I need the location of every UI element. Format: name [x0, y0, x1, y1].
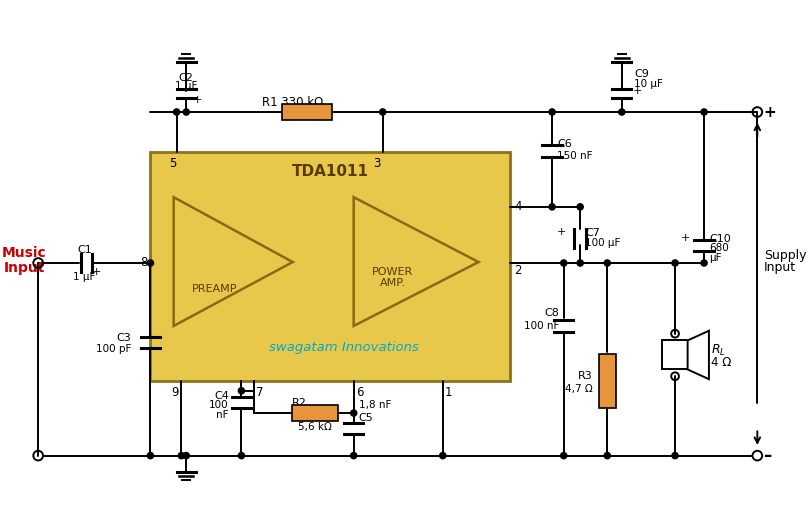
Circle shape — [549, 204, 556, 210]
Polygon shape — [688, 331, 709, 379]
Circle shape — [619, 109, 625, 115]
Text: 4,7 Ω: 4,7 Ω — [565, 384, 593, 394]
Circle shape — [174, 109, 180, 115]
Text: C2: C2 — [178, 73, 194, 83]
Circle shape — [380, 109, 386, 115]
Circle shape — [148, 260, 153, 266]
Bar — [599, 354, 616, 408]
Circle shape — [183, 452, 189, 459]
Text: 7: 7 — [256, 386, 264, 399]
Circle shape — [604, 260, 611, 266]
Text: 680: 680 — [709, 244, 728, 254]
Text: C6: C6 — [557, 139, 572, 149]
Text: 6: 6 — [356, 386, 363, 399]
Text: R2: R2 — [292, 398, 307, 408]
Text: Input: Input — [4, 261, 45, 275]
Text: C9: C9 — [634, 69, 650, 79]
Text: TDA1011: TDA1011 — [292, 164, 369, 178]
Text: 3: 3 — [373, 157, 381, 169]
Text: $R_L$: $R_L$ — [711, 342, 726, 358]
Text: 150 nF: 150 nF — [557, 150, 593, 160]
Circle shape — [350, 410, 357, 416]
Text: 100 pF: 100 pF — [96, 344, 131, 354]
Text: C1: C1 — [77, 246, 92, 256]
Text: 10 μF: 10 μF — [634, 79, 663, 89]
Circle shape — [701, 109, 707, 115]
Circle shape — [178, 452, 185, 459]
Circle shape — [238, 452, 244, 459]
Bar — [150, 151, 510, 381]
Text: 5: 5 — [169, 157, 177, 169]
Circle shape — [183, 109, 189, 115]
Text: C10: C10 — [709, 234, 731, 244]
Circle shape — [549, 109, 556, 115]
Text: R3: R3 — [578, 371, 593, 381]
Text: +: + — [681, 233, 690, 243]
Text: 100: 100 — [209, 400, 229, 410]
Circle shape — [701, 260, 707, 266]
Text: 1,8 nF: 1,8 nF — [358, 400, 391, 410]
Circle shape — [440, 452, 446, 459]
Text: –: – — [763, 447, 771, 464]
Text: R1 330 kΩ: R1 330 kΩ — [262, 96, 323, 109]
Text: C7: C7 — [585, 228, 600, 238]
Circle shape — [350, 452, 357, 459]
Text: nF: nF — [217, 410, 229, 420]
Bar — [282, 104, 333, 120]
Circle shape — [238, 388, 244, 394]
Text: μF: μF — [709, 253, 722, 263]
Text: 1: 1 — [444, 386, 453, 399]
Circle shape — [560, 452, 567, 459]
Circle shape — [577, 260, 583, 266]
Text: 1 μF: 1 μF — [74, 271, 96, 281]
Text: +: + — [763, 105, 776, 119]
Text: 2: 2 — [514, 264, 521, 277]
Text: +: + — [193, 95, 203, 105]
Circle shape — [672, 452, 678, 459]
Text: POWER
AMP.: POWER AMP. — [371, 267, 413, 288]
Text: 4: 4 — [514, 200, 521, 214]
Bar — [292, 406, 338, 421]
Text: 1 μF: 1 μF — [175, 81, 197, 91]
Text: C8: C8 — [544, 308, 559, 318]
Text: 100 nF: 100 nF — [524, 321, 559, 331]
Circle shape — [672, 260, 678, 266]
Text: swagatam Innovations: swagatam Innovations — [269, 341, 419, 353]
Text: 5,6 kΩ: 5,6 kΩ — [298, 421, 332, 431]
Text: 100 μF: 100 μF — [585, 238, 620, 248]
Text: +: + — [556, 227, 565, 237]
Text: Supply: Supply — [764, 249, 807, 262]
Text: C5: C5 — [358, 413, 373, 423]
Text: PREAMP.: PREAMP. — [191, 284, 239, 294]
Circle shape — [560, 260, 567, 266]
Text: 8: 8 — [140, 257, 148, 269]
Text: C4: C4 — [214, 391, 229, 401]
Circle shape — [604, 452, 611, 459]
Text: Input: Input — [764, 261, 796, 275]
Text: +: + — [633, 86, 642, 96]
Text: Music: Music — [2, 246, 47, 260]
Text: 4 Ω: 4 Ω — [711, 356, 732, 369]
Text: +: + — [92, 267, 101, 277]
Text: 9: 9 — [171, 386, 178, 399]
Circle shape — [577, 204, 583, 210]
Bar — [663, 340, 688, 369]
Text: C3: C3 — [116, 332, 131, 342]
Circle shape — [148, 452, 153, 459]
